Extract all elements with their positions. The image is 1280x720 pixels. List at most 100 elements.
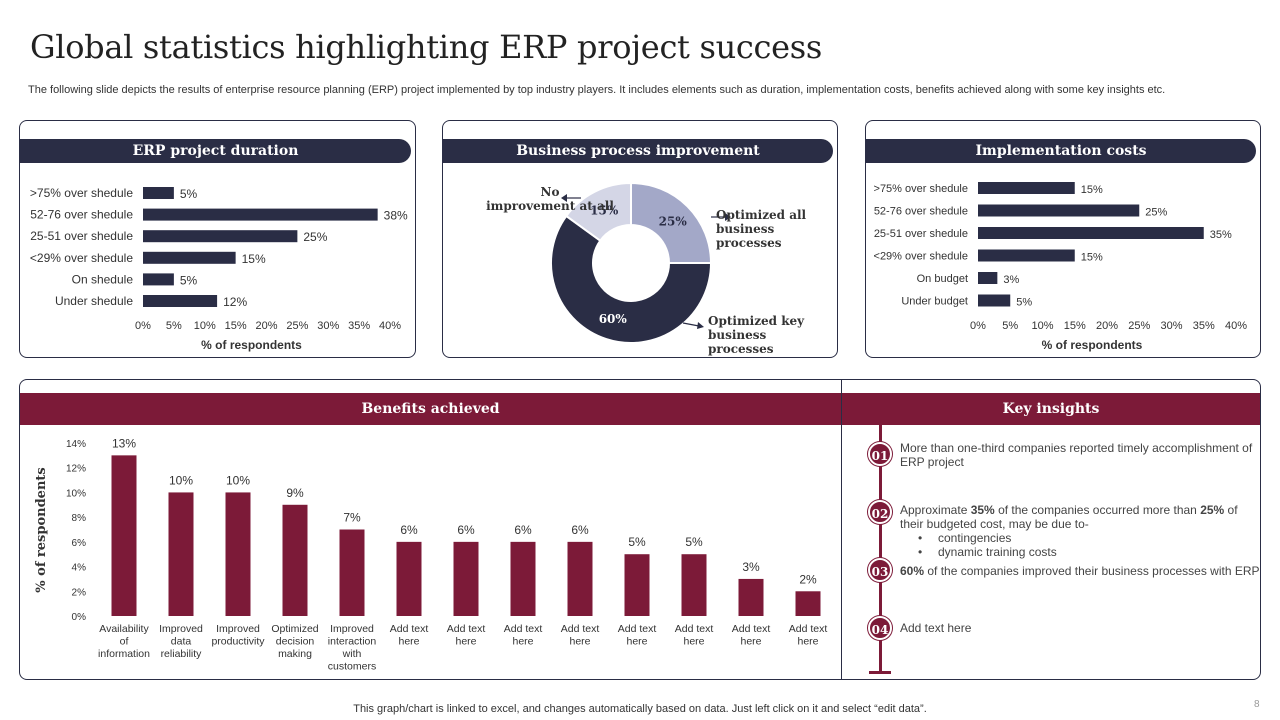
category-label: >75% over shedule	[874, 183, 968, 195]
section-divider	[841, 380, 842, 679]
data-label: 3%	[742, 560, 760, 574]
x-tick-label: 15%	[1064, 320, 1086, 332]
process-donut-chart: 25%60%15% Optimized allbusinessprocessesO…	[486, 181, 807, 356]
category-label: Add text	[390, 623, 429, 635]
data-label: 10%	[226, 473, 250, 487]
bar	[225, 492, 251, 616]
category-label: Add text	[789, 623, 828, 635]
x-tick-label: 0%	[135, 320, 151, 332]
bar	[282, 504, 308, 616]
x-tick-label: 25%	[286, 320, 308, 332]
y-axis-title: % of respondents	[34, 467, 49, 592]
bar	[143, 230, 298, 243]
leader-line	[682, 322, 700, 327]
insight-text-1: More than one-third companies reported t…	[900, 441, 1253, 469]
x-axis-title: % of respondents	[1042, 338, 1143, 352]
bar	[738, 578, 764, 616]
data-label: 12%	[223, 295, 247, 309]
insight-bullets: contingencies dynamic training costs	[918, 531, 1260, 559]
x-tick-label: 35%	[348, 320, 370, 332]
data-label: 5%	[1016, 297, 1032, 309]
data-label: 10%	[169, 473, 193, 487]
x-tick-label: 10%	[194, 320, 216, 332]
bar	[143, 208, 378, 221]
category-label: decision	[276, 636, 315, 648]
x-tick-label: 40%	[1225, 320, 1247, 332]
insight-number-2: 02	[868, 500, 892, 524]
page-subtitle: The following slide depicts the results …	[28, 84, 1166, 96]
slice-label: No	[541, 185, 560, 199]
data-label: 6%	[571, 523, 589, 537]
y-tick-label: 8%	[72, 513, 87, 524]
insight-text-4: Add text here	[900, 621, 972, 635]
bar	[143, 251, 236, 264]
category-label: here	[740, 636, 761, 648]
category-label: with	[342, 648, 362, 660]
page-number: 8	[1254, 699, 1260, 710]
leader-arrow	[697, 322, 704, 329]
bar	[143, 295, 218, 307]
bar	[978, 204, 1140, 217]
y-tick-label: 6%	[72, 538, 87, 549]
category-label: making	[278, 648, 312, 660]
y-tick-label: 14%	[66, 439, 86, 450]
duration-chart: >75% over shedule 5% 52-76 over shedule 38%…	[30, 186, 408, 352]
data-label: 25%	[1145, 207, 1167, 219]
bar	[168, 492, 194, 616]
duration-card-title: ERP project duration	[20, 139, 411, 163]
y-tick-label: 12%	[66, 464, 86, 475]
category-label: here	[797, 636, 818, 648]
x-tick-label: 5%	[1002, 320, 1018, 332]
bar	[510, 541, 536, 616]
data-label: 13%	[112, 436, 136, 450]
category-label: interaction	[328, 636, 377, 648]
footer-note: This graph/chart is linked to excel, and…	[353, 703, 927, 715]
slice-label: business	[716, 222, 775, 236]
bottom-card: Benefits achieved Key insights 0% 2% 4% 6% 8…	[19, 379, 1261, 680]
category-label: 25-51 over shedule	[30, 229, 133, 243]
insight-number-4: 04	[868, 616, 892, 640]
category-label: Add text	[504, 623, 543, 635]
category-label: 52-76 over shedule	[874, 206, 968, 218]
x-axis-title: % of respondents	[201, 338, 302, 352]
bar	[143, 273, 174, 286]
process-card-title: Business process improvement	[443, 139, 833, 163]
data-label: 3%	[1003, 274, 1019, 286]
data-label: 38%	[384, 209, 408, 223]
page-title: Global statistics highlighting ERP proje…	[30, 28, 823, 66]
category-label: customers	[328, 661, 376, 673]
data-label: 5%	[180, 187, 198, 201]
slice-label: improvement at all	[486, 199, 614, 213]
data-label: 5%	[180, 273, 198, 287]
costs-chart: >75% over shedule 15% 52-76 over shedule 25…	[874, 182, 1247, 352]
data-label: 6%	[400, 523, 418, 537]
category-label: here	[569, 636, 590, 648]
insight-text-2: Approximate 35% of the companies occurre…	[900, 503, 1260, 559]
x-tick-label: 30%	[317, 320, 339, 332]
duration-card: ERP project duration >75% over shedule 5%…	[19, 120, 416, 358]
category-label: reliability	[161, 648, 203, 660]
insight-text-3: 60% of the companies improved their busi…	[900, 564, 1260, 578]
slice-value-label: 25%	[659, 214, 688, 228]
y-tick-label: 4%	[72, 563, 87, 574]
category-label: <29% over shedule	[30, 251, 133, 265]
leader-arrow	[725, 213, 731, 221]
data-label: 15%	[242, 252, 266, 266]
bar	[978, 182, 1075, 194]
category-label: Add text	[447, 623, 486, 635]
leader-arrow	[561, 194, 567, 202]
bar	[396, 541, 422, 616]
y-tick-label: 2%	[72, 587, 87, 598]
y-tick-label: 10%	[66, 488, 86, 499]
slice-label: processes	[716, 236, 782, 250]
bar	[111, 455, 137, 616]
category-label: Improved	[159, 623, 203, 635]
x-tick-label: 20%	[1096, 320, 1118, 332]
category-label: >75% over shedule	[30, 186, 133, 200]
bar	[681, 554, 707, 616]
category-label: here	[626, 636, 647, 648]
process-card: Business process improvement 25% 60% 15% Op…	[442, 120, 838, 358]
category-label: Improved	[330, 623, 374, 635]
slice-label: processes	[708, 342, 774, 356]
donut-slice	[630, 181, 713, 264]
